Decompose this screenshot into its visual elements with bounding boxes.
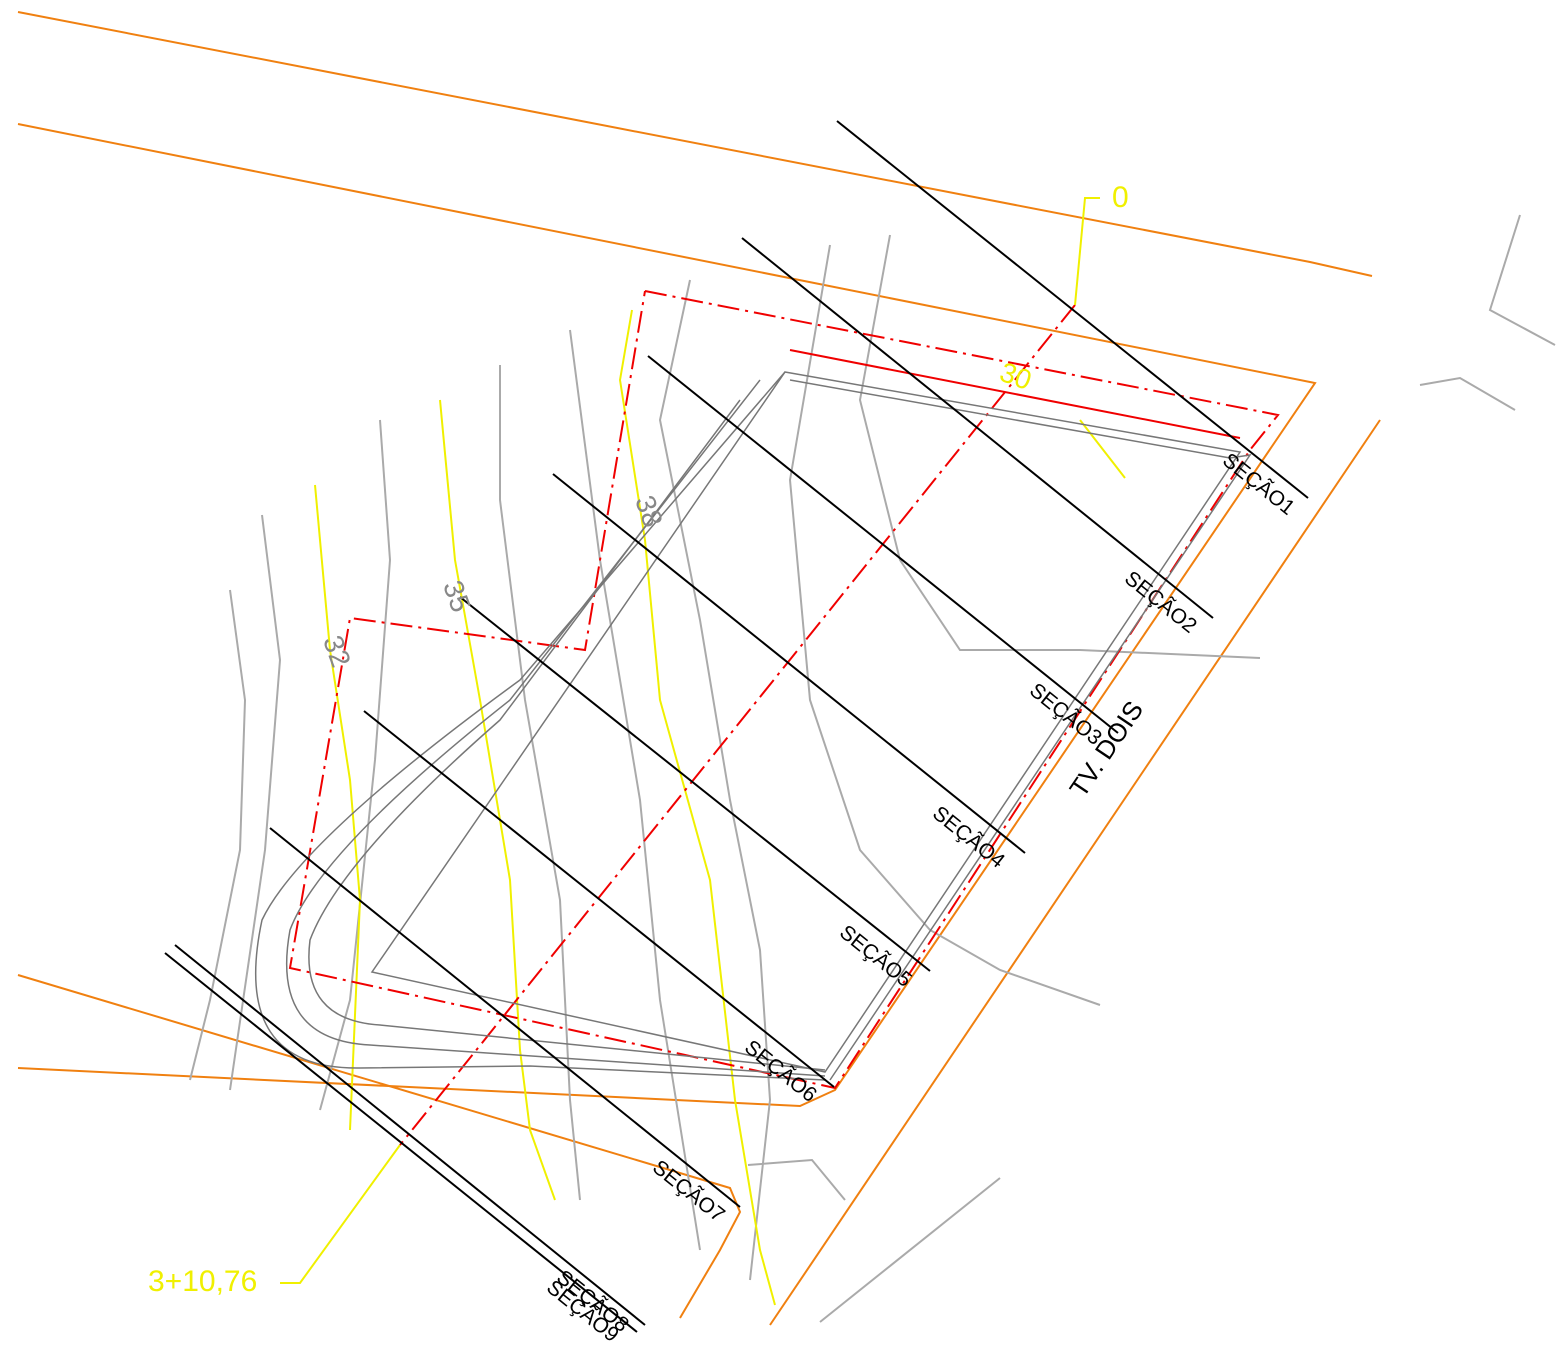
station-label: 3+10,76 bbox=[148, 1265, 257, 1298]
platform bbox=[254, 371, 1252, 1081]
property-lines bbox=[17, 11, 1381, 1326]
section-labels: SEÇÃO1 SEÇÃO2 SEÇÃO3 SEÇÃO4 SEÇÃO5 SEÇÃO… bbox=[542, 448, 1300, 1347]
contour-label: 38 bbox=[629, 491, 669, 531]
station-leaders bbox=[280, 197, 1100, 1284]
section-lines bbox=[164, 120, 1309, 1333]
boundary bbox=[288, 290, 1280, 1146]
contours bbox=[189, 214, 1556, 1323]
contour-label: 30 bbox=[996, 356, 1036, 396]
station-label: 0 bbox=[1112, 181, 1129, 214]
contour-label: 35 bbox=[437, 576, 477, 616]
contour-label: 32 bbox=[317, 631, 357, 671]
section-label: SEÇÃO5 bbox=[835, 920, 917, 992]
